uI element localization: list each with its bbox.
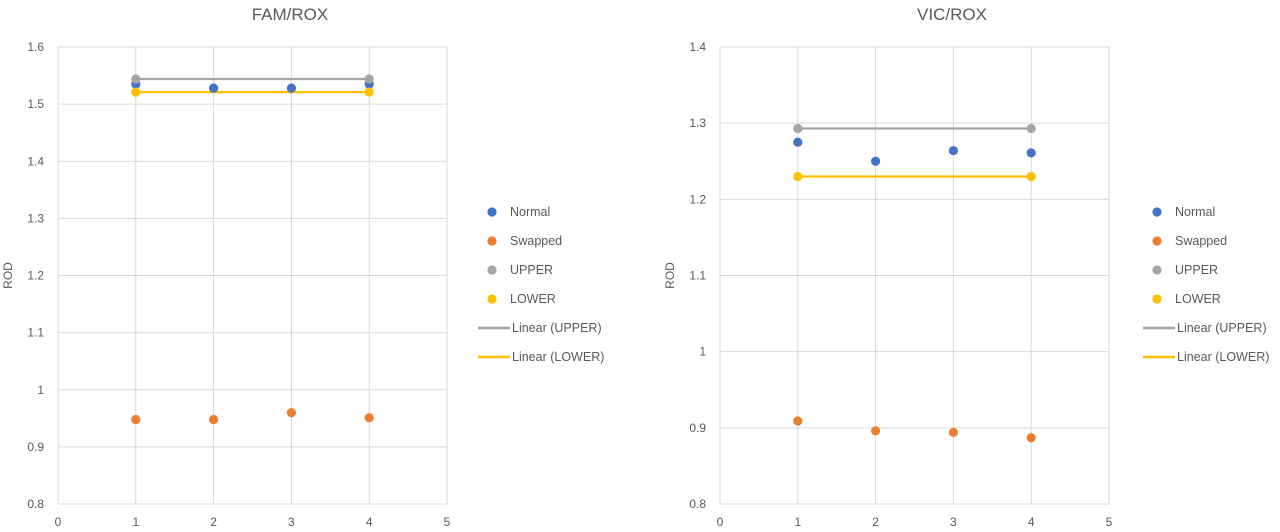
y-tick-label: 0.8 (27, 497, 44, 511)
legend-marker (487, 265, 497, 275)
y-axis-label: ROD (663, 262, 677, 289)
chart-1: FAM/ROX 0.8 0.9 1 1.1 1.2 1.3 1.4 1.5 1.6 0 1 2 3 4 5 RO… (1, 5, 604, 529)
data-point-normal (1026, 148, 1036, 158)
legend-marker (1152, 294, 1162, 304)
y-tick-label: 0.8 (689, 497, 706, 511)
legend-label: LOWER (510, 292, 556, 306)
x-tick-label: 0 (717, 515, 724, 529)
legend-label: Linear (UPPER) (1177, 321, 1267, 335)
x-tick-label: 1 (794, 515, 801, 529)
data-point-normal (793, 137, 803, 147)
y-tick-label: 1 (699, 345, 706, 359)
y-tick-label: 0.9 (689, 421, 706, 435)
x-tick-label: 3 (950, 515, 957, 529)
data-point-lower (1026, 171, 1036, 182)
y-tick-label: 1.1 (689, 269, 706, 283)
legend-label: UPPER (1175, 263, 1218, 277)
data-point-normal (209, 83, 219, 93)
y-tick-label: 1.3 (27, 211, 44, 225)
data-point-normal (871, 156, 881, 166)
x-tick-label: 2 (872, 515, 879, 529)
data-point-swapped (286, 408, 296, 418)
data-point-lower (793, 171, 803, 182)
data-point-swapped (209, 414, 219, 425)
y-tick-label: 1.4 (27, 154, 44, 168)
legend-label: Swapped (510, 234, 562, 248)
legend-label: UPPER (510, 263, 553, 277)
legend-marker (1152, 265, 1162, 275)
x-tick-label: 1 (132, 515, 139, 529)
data-point-swapped (131, 414, 141, 425)
data-point-swapped (871, 426, 881, 436)
x-tick-label: 0 (55, 515, 62, 529)
y-tick-label: 1.3 (689, 116, 706, 130)
y-axis-label: ROD (1, 262, 15, 289)
data-point-upper (793, 123, 803, 134)
legend-marker (487, 294, 497, 304)
y-tick-label: 1 (37, 383, 44, 397)
data-point-normal (286, 83, 296, 93)
x-tick-label: 5 (444, 515, 451, 529)
data-point-lower (364, 87, 374, 97)
y-tick-label: 1.2 (689, 192, 706, 206)
legend-label: Swapped (1175, 234, 1227, 248)
legend-marker (487, 236, 497, 246)
data-point-normal (948, 145, 959, 156)
data-point-upper (364, 74, 374, 84)
y-tick-label: 1.2 (27, 269, 44, 283)
y-tick-label: 1.1 (27, 326, 44, 340)
y-tick-label: 0.9 (27, 440, 44, 454)
x-tick-label: 3 (288, 515, 295, 529)
legend-label: Linear (UPPER) (512, 321, 602, 335)
chart-2: VIC/ROX 0.8 0.9 1 1.1 1.2 1.3 1.4 0 1 2 3 4 5 ROD Norma… (663, 5, 1269, 529)
y-tick-label: 1.4 (689, 40, 706, 54)
x-tick-label: 4 (1028, 515, 1035, 529)
legend-label: Normal (1175, 205, 1215, 219)
chart-title: FAM/ROX (252, 5, 329, 24)
data-point-swapped (793, 416, 803, 426)
legend-label: LOWER (1175, 292, 1221, 306)
x-tick-label: 4 (366, 515, 373, 529)
legend-label: Linear (LOWER) (512, 350, 604, 364)
legend-label: Linear (LOWER) (1177, 350, 1269, 364)
data-point-swapped (364, 413, 374, 423)
chart-title: VIC/ROX (917, 5, 987, 24)
legend-label: Normal (510, 205, 550, 219)
x-tick-label: 5 (1106, 515, 1113, 529)
data-point-lower (131, 87, 141, 97)
y-tick-label: 1.6 (27, 40, 44, 54)
data-point-swapped (948, 427, 959, 438)
data-point-swapped (1026, 433, 1036, 443)
data-point-upper (1026, 123, 1036, 134)
legend-marker (1152, 236, 1162, 246)
y-tick-label: 1.5 (27, 97, 44, 111)
data-point-upper (131, 74, 141, 84)
x-tick-label: 2 (210, 515, 217, 529)
legend-marker (487, 207, 497, 217)
legend-marker (1152, 207, 1162, 217)
